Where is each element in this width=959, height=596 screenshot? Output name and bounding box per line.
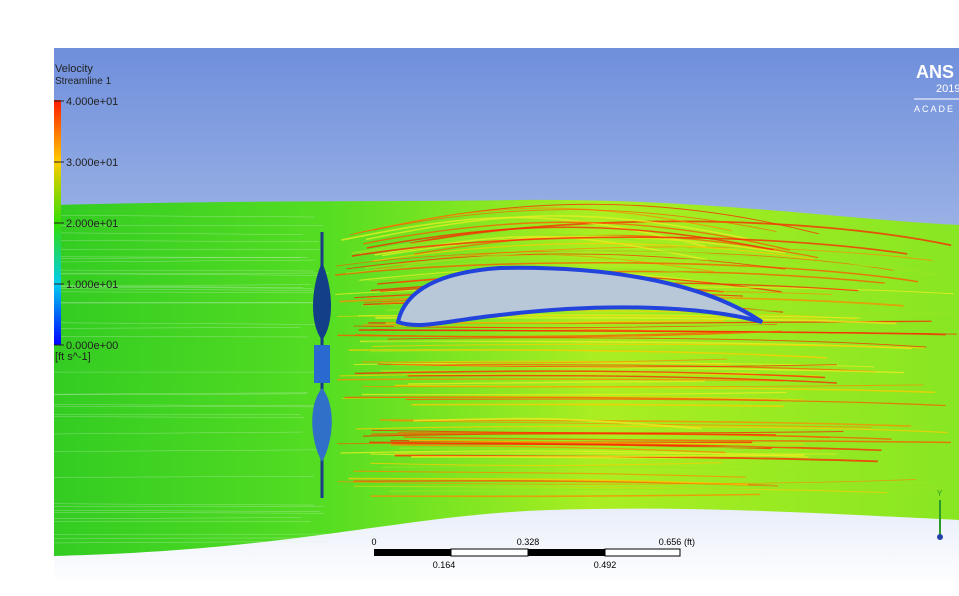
scale-label: 0 <box>371 537 376 547</box>
logo-year: 2019 <box>936 83 959 95</box>
scale-label: 0.492 <box>594 560 617 570</box>
viewport: Velocity Streamline 1 4.000e+01 3.000e+01… <box>0 0 959 591</box>
scale-segment <box>374 549 451 556</box>
legend-subtitle: Streamline 1 <box>55 76 112 87</box>
legend-label: 2.000e+01 <box>66 218 118 230</box>
triad-label: Y <box>937 489 943 498</box>
scale-segment <box>451 549 528 556</box>
logo-edition: ACADE <box>914 104 955 114</box>
scale-unit: (ft) <box>684 537 695 547</box>
legend-label: 3.000e+01 <box>66 157 118 169</box>
scale-label: 0.328 <box>517 537 540 547</box>
legend-unit: [ft s^-1] <box>55 351 91 363</box>
scale-label: 0.164 <box>433 560 456 570</box>
scale-label: 0.656 <box>659 537 682 547</box>
scale-segment <box>605 549 680 556</box>
triad-origin <box>937 534 943 540</box>
page: Velocity Streamline 1 4.000e+01 3.000e+01… <box>0 0 959 591</box>
legend-title: Velocity <box>55 63 93 75</box>
legend-label: 1.000e+01 <box>66 279 118 291</box>
logo-brand: ANS <box>916 62 954 82</box>
legend-label: 4.000e+01 <box>66 96 118 108</box>
scale-segment <box>528 549 605 556</box>
rotor-hub <box>314 345 330 383</box>
